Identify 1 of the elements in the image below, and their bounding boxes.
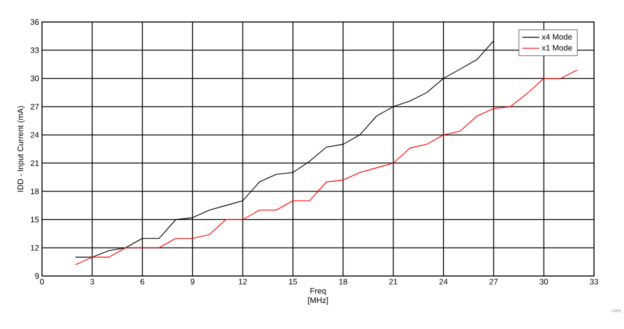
line-series (75, 40, 494, 258)
